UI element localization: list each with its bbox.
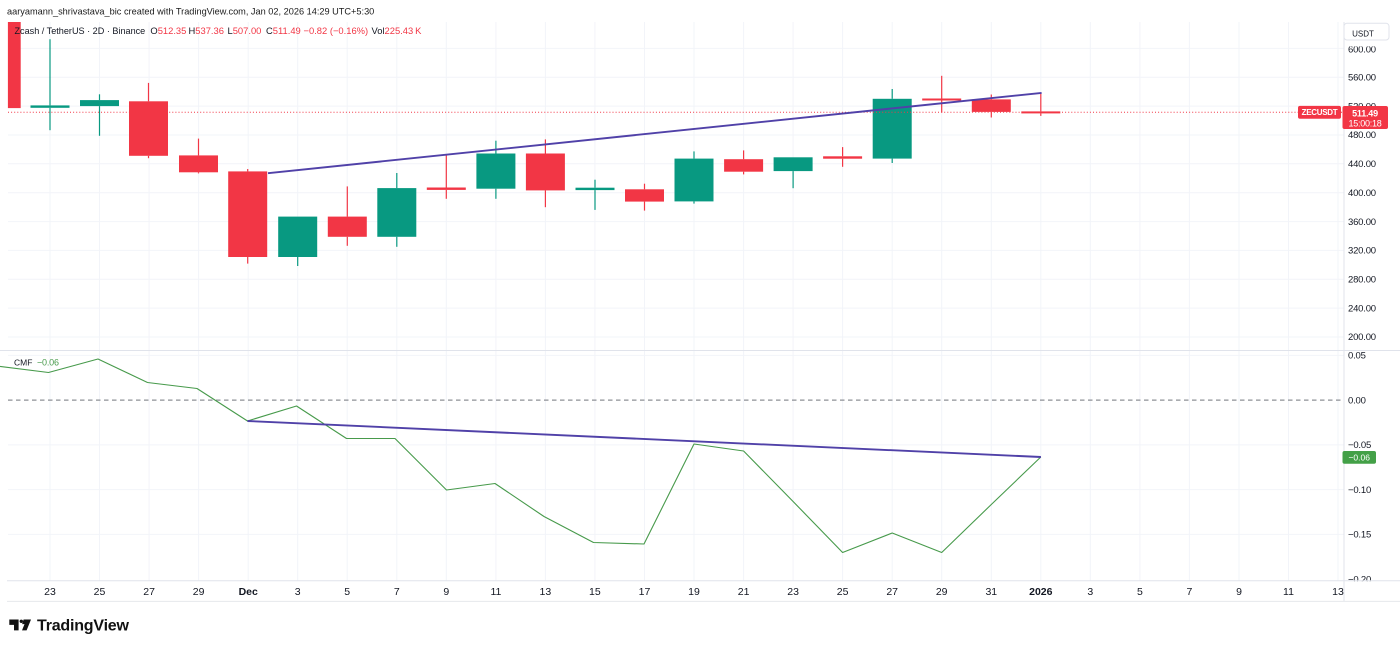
svg-text:Dec: Dec [239,586,258,598]
svg-text:5: 5 [1137,586,1143,598]
svg-text:360.00: 360.00 [1348,217,1376,228]
svg-text:3: 3 [1087,586,1093,598]
svg-text:280.00: 280.00 [1348,275,1376,286]
svg-text:−0.10: −0.10 [1348,485,1371,496]
svg-text:TradingView: TradingView [37,618,130,635]
svg-text:L507.00: L507.00 [228,25,262,36]
svg-text:Zcash / TetherUS · 2D · Binanc: Zcash / TetherUS · 2D · Binance [15,26,146,36]
svg-text:13: 13 [1332,586,1344,598]
svg-text:21: 21 [738,586,750,598]
svg-text:0.05: 0.05 [1348,351,1366,362]
svg-text:19: 19 [688,586,700,598]
svg-text:CMF: CMF [14,358,32,368]
svg-text:3: 3 [295,586,301,598]
svg-text:25: 25 [94,586,106,598]
svg-text:H537.36: H537.36 [189,25,224,36]
svg-text:11: 11 [1283,586,1294,598]
svg-text:440.00: 440.00 [1348,159,1376,170]
svg-text:5: 5 [344,586,350,598]
svg-text:−0.82 (−0.16%): −0.82 (−0.16%) [304,25,369,36]
svg-text:−0.15: −0.15 [1348,530,1371,541]
svg-text:31: 31 [985,586,997,598]
svg-text:15:00:18: 15:00:18 [1348,119,1381,129]
svg-text:29: 29 [936,586,948,598]
svg-text:480.00: 480.00 [1348,130,1376,141]
svg-text:560.00: 560.00 [1348,73,1376,84]
svg-text:C511.49: C511.49 [266,25,301,36]
svg-text:27: 27 [143,586,155,598]
svg-text:13: 13 [540,586,552,598]
svg-text:−0.06: −0.06 [1348,452,1370,462]
svg-text:11: 11 [490,586,501,598]
svg-text:200.00: 200.00 [1348,332,1376,343]
svg-text:15: 15 [589,586,601,598]
svg-text:23: 23 [787,586,799,598]
svg-text:9: 9 [1236,586,1242,598]
svg-text:25: 25 [837,586,849,598]
svg-text:aaryamann_shrivastava_bic crea: aaryamann_shrivastava_bic created with T… [7,7,374,17]
svg-text:29: 29 [193,586,205,598]
svg-text:511.49: 511.49 [1352,108,1378,118]
svg-text:7: 7 [1186,586,1192,598]
svg-text:27: 27 [886,586,898,598]
svg-text:O512.35: O512.35 [150,25,186,36]
svg-text:23: 23 [44,586,56,598]
svg-text:600.00: 600.00 [1348,45,1376,56]
svg-text:400.00: 400.00 [1348,188,1376,199]
svg-text:320.00: 320.00 [1348,246,1376,257]
svg-text:240.00: 240.00 [1348,303,1376,314]
svg-text:2026: 2026 [1029,586,1053,598]
svg-text:Vol225.43 K: Vol225.43 K [372,25,423,36]
svg-text:7: 7 [394,586,400,598]
svg-text:USDT: USDT [1352,30,1374,39]
svg-text:17: 17 [639,586,651,598]
svg-text:ZECUSDT: ZECUSDT [1302,108,1338,117]
svg-text:0.00: 0.00 [1348,395,1366,406]
svg-text:−0.06: −0.06 [37,358,59,368]
svg-text:9: 9 [443,586,449,598]
svg-text:−0.05: −0.05 [1348,440,1371,451]
svg-text:−0.20: −0.20 [1348,574,1371,585]
